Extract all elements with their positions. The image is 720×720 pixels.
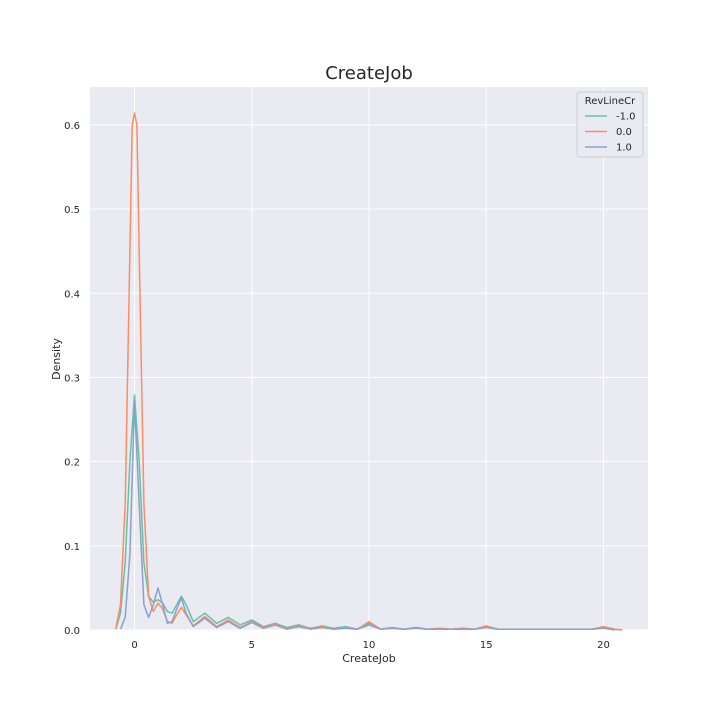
y-tick-label: 0.1 [64, 542, 80, 553]
legend-label: 1.0 [616, 143, 632, 154]
y-tick-label: 0.4 [64, 289, 80, 300]
grid-layer [90, 87, 648, 631]
y-tick-label: 0.6 [64, 121, 80, 132]
legend-entry: 1.0 [585, 143, 632, 154]
chart-title: CreateJob [325, 63, 413, 84]
legend-title: RevLineCr [585, 96, 636, 107]
tick-layer: 0 5 10 15 20 0.0 0.1 0.2 0.3 0.4 0.5 0.6 [64, 121, 610, 651]
legend-entry: -1.0 [585, 112, 636, 123]
y-tick-label: 0.5 [64, 205, 80, 216]
legend-label: 0.0 [616, 127, 632, 138]
x-tick-label: 0 [131, 640, 137, 651]
x-tick-label: 5 [249, 640, 255, 651]
legend-entries: -1.0 0.0 1.0 [585, 112, 636, 154]
legend: RevLineCr -1.0 0.0 1.0 [576, 91, 644, 158]
y-tick-label: 0.3 [64, 373, 80, 384]
x-tick-label: 15 [480, 640, 493, 651]
x-tick-label: 10 [363, 640, 376, 651]
series-layer [115, 112, 623, 631]
legend-label: -1.0 [616, 112, 636, 123]
x-tick-label: 20 [597, 640, 610, 651]
y-axis-label: Density [50, 338, 63, 380]
y-tick-label: 0.2 [64, 458, 80, 469]
series-line-1.0 [119, 401, 616, 631]
x-axis-label: CreateJob [342, 652, 396, 665]
y-tick-label: 0.0 [64, 626, 80, 637]
legend-entry: 0.0 [585, 127, 632, 138]
legend-box [576, 91, 644, 158]
